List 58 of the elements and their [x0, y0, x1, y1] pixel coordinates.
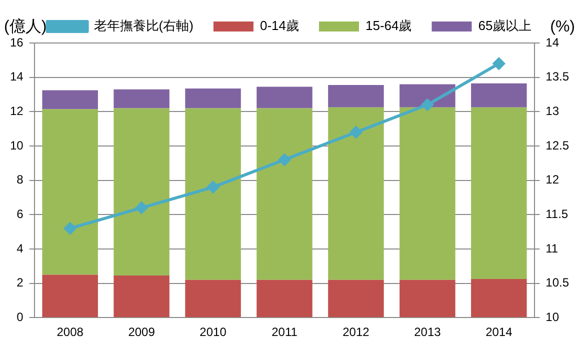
bar — [471, 278, 527, 318]
bar — [471, 83, 527, 108]
y2-tick-label: 12 — [546, 172, 560, 187]
bar — [185, 88, 241, 108]
legend-label: 65歲以上 — [478, 18, 532, 34]
x-tick-label: 2012 — [342, 325, 370, 340]
y2-tick-label: 11.5 — [546, 206, 568, 221]
point — [421, 98, 434, 111]
point — [207, 181, 220, 194]
y2-tick-label: 14 — [546, 35, 560, 50]
bar — [185, 108, 241, 280]
legend-label: 15-64歲 — [365, 18, 412, 34]
bar — [114, 108, 170, 276]
bar — [328, 107, 384, 280]
y2-axis-title: (%) — [550, 18, 575, 36]
x-tick-label: 2014 — [486, 325, 513, 340]
bar — [328, 280, 384, 318]
y-axis-title: (億人) — [4, 17, 47, 36]
y-tick-label: 12 — [10, 104, 24, 118]
y-tick-label: 16 — [10, 35, 24, 50]
bar — [114, 89, 170, 108]
x-tick-label: 2008 — [56, 325, 84, 340]
y2-tick-label: 10.5 — [546, 276, 570, 290]
bar — [471, 107, 527, 279]
y-tick-label: 0 — [16, 310, 24, 324]
y2-tick-label: 10 — [546, 310, 560, 324]
y-tick-label: 10 — [10, 138, 24, 152]
point — [492, 58, 505, 70]
x-tick-label: 2009 — [128, 325, 156, 340]
y2-tick-label: 13.5 — [546, 70, 570, 84]
y2-tick-label: 12.5 — [546, 138, 570, 152]
bar — [185, 280, 241, 318]
y-tick-label: 8 — [16, 172, 24, 187]
bar — [256, 86, 312, 108]
point — [278, 154, 290, 166]
bar — [42, 90, 98, 110]
y-tick-label: 6 — [16, 206, 24, 221]
y-tick-label: 4 — [16, 241, 24, 256]
point — [350, 126, 362, 138]
legend-label: 0-14歲 — [260, 18, 299, 34]
bar — [256, 108, 312, 280]
x-tick-label: 2011 — [272, 325, 298, 340]
y2-tick-label: 13 — [546, 104, 560, 118]
bar — [400, 280, 456, 318]
y2-tick-label: 11 — [546, 241, 558, 256]
bar — [42, 274, 98, 318]
x-tick-label: 2010 — [200, 325, 227, 340]
bar — [256, 280, 312, 318]
bar — [42, 109, 98, 275]
y-tick-label: 2 — [16, 276, 24, 290]
legend-label: 老年撫養比(右軸) — [94, 18, 194, 34]
bar — [400, 107, 456, 280]
point — [64, 222, 76, 234]
y-tick-label: 14 — [10, 70, 24, 84]
x-tick-label: 2013 — [414, 325, 442, 340]
point — [136, 202, 148, 214]
bar — [328, 85, 384, 108]
bar — [114, 276, 170, 318]
